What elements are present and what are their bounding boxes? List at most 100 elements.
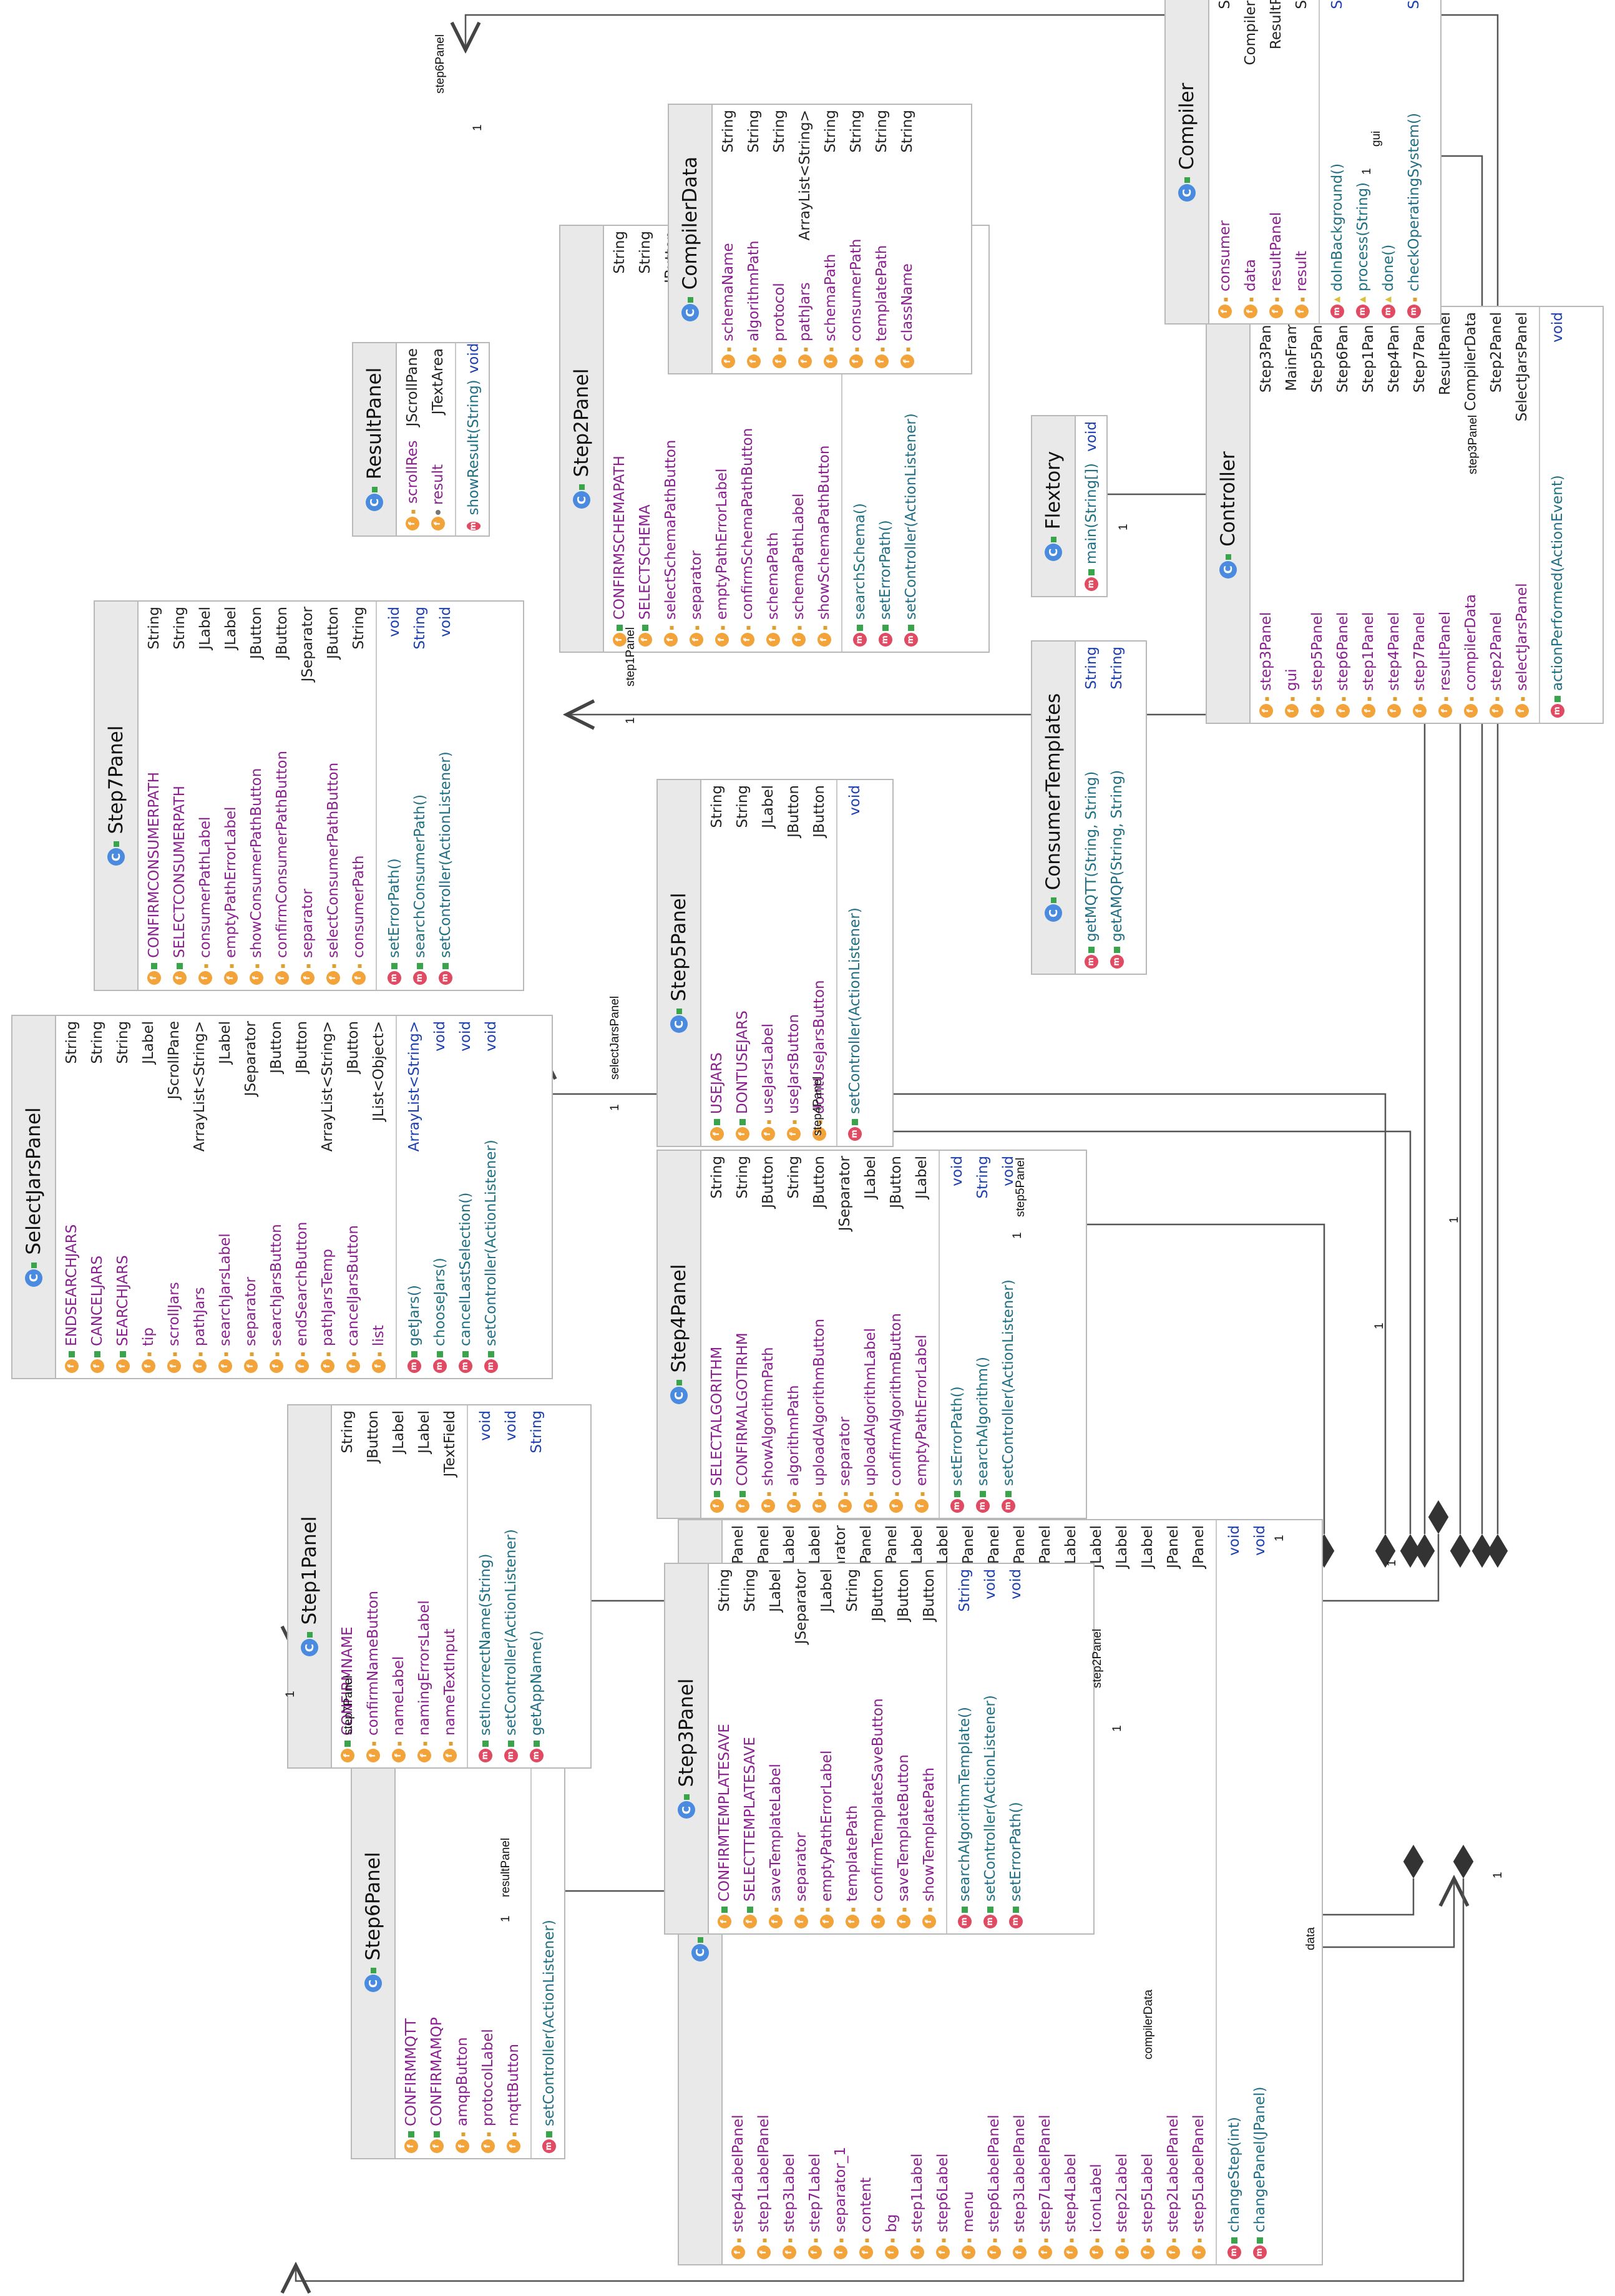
field-row[interactable]: f step7Panel Step7Panel [1407, 307, 1432, 723]
class-box-compilerdata[interactable]: C CompilerData f schemaName String f algorithm… [668, 104, 972, 374]
field-row[interactable]: f consumerPathLabel JLabel [192, 602, 218, 990]
field-row[interactable]: f pathJars ArrayList<String> [792, 105, 817, 373]
field-row[interactable]: f gui MainFrame [1279, 307, 1304, 723]
field-row[interactable]: f pathJarsTemp ArrayList<String> [315, 1016, 340, 1378]
field-row[interactable]: f saveTemplateButton JButton [890, 1564, 916, 1933]
field-row[interactable]: f resultPanel ResultPanel [1432, 307, 1458, 723]
field-row[interactable]: f SELECTSCHEMA String [632, 226, 658, 652]
field-row[interactable]: f nameTextInput JTextField [437, 1405, 462, 1767]
method-row[interactable]: m searchConsumerPath() String [407, 602, 432, 990]
field-row[interactable]: f confirmConsumerPathButton JButton [269, 602, 295, 990]
field-row[interactable]: f templatePath String [839, 1564, 865, 1933]
field-row[interactable]: f algorithmPath String [781, 1151, 806, 1518]
field-row[interactable]: f separator JSeparator [295, 602, 320, 990]
field-row[interactable]: f showTemplatePath JButton [916, 1564, 942, 1933]
field-row[interactable]: f CONFIRMALGOTIRHM String [729, 1151, 755, 1518]
method-row[interactable]: m checkOperatingSystem() String [1401, 0, 1427, 323]
class-box-step1panel[interactable]: C Step1Panel f CONFIRMNAME String f confirmNam… [287, 1404, 592, 1769]
field-row[interactable]: f cancelJarsButton JButton [340, 1016, 366, 1378]
method-row[interactable]: m setIncorrectName(String) void [472, 1405, 498, 1767]
field-row[interactable]: f compilerData CompilerData [1458, 307, 1483, 723]
field-row[interactable]: f consumerPath String [843, 105, 869, 373]
method-row[interactable]: m changeStep(int) void [1221, 1520, 1247, 2264]
field-row[interactable]: f step5Panel Step5Panel [1304, 307, 1330, 723]
field-row[interactable]: f scrollJars JScrollPane [161, 1016, 187, 1378]
method-row[interactable]: m setController(ActionListener) void [498, 1405, 524, 1767]
field-row[interactable]: f confirmTemplateSaveButton JButton [865, 1564, 890, 1933]
class-box-selectjarspanel[interactable]: C SelectJarsPanel f ENDSEARCHJARS String f CAN… [11, 1015, 553, 1379]
field-row[interactable]: f confirmNameButton JButton [360, 1405, 386, 1767]
field-row[interactable]: f step2Label JLabel [1109, 1520, 1134, 2264]
field-row[interactable]: f separator JSeparator [788, 1564, 814, 1933]
field-row[interactable]: f SELECTTEMPLATESAVE String [737, 1564, 763, 1933]
field-row[interactable]: f className String [894, 105, 920, 373]
field-row[interactable]: f protocol String [766, 105, 792, 373]
field-row[interactable]: f confirmAlgorithmButton JButton [883, 1151, 909, 1518]
field-row[interactable]: f step6Panel Step6Panel [1330, 307, 1355, 723]
field-row[interactable]: f step2Panel Step2Panel [1483, 307, 1509, 723]
class-box-flextory[interactable]: C Flextory m main(String[]) void [1031, 415, 1108, 597]
class-box-consumertemplates[interactable]: C ConsumerTemplates m getMQTT(String, Strin… [1031, 640, 1147, 975]
field-row[interactable]: f consumerPath String [346, 602, 371, 990]
method-row[interactable]: m actionPerformed(ActionEvent) void [1544, 307, 1570, 723]
field-row[interactable]: f showAlgorithmPath JButton [755, 1151, 781, 1518]
field-row[interactable]: f showConsumerPathButton JButton [243, 602, 269, 990]
field-row[interactable]: f saveTemplateLabel JLabel [763, 1564, 788, 1933]
field-row[interactable]: f useJarsLabel JLabel [755, 780, 781, 1146]
field-row[interactable]: f ENDSEARCHJARS String [59, 1016, 84, 1378]
field-row[interactable]: f schemaPath String [817, 105, 843, 373]
method-row[interactable]: m setController(ActionListener) void [977, 1564, 1003, 1933]
field-row[interactable]: f searchJarsLabel JLabel [212, 1016, 238, 1378]
class-box-compiler[interactable]: C Compiler f consumer String f data CompilerDat… [1164, 0, 1442, 325]
field-row[interactable]: f selectConsumerPathButton JButton [320, 602, 346, 990]
field-row[interactable]: f CONFIRMCONSUMERPATH String [141, 602, 167, 990]
field-row[interactable]: f SELECTALGORITHM String [704, 1151, 729, 1518]
field-row[interactable]: f namingErrorsLabel JLabel [411, 1405, 437, 1767]
field-row[interactable]: f emptyPathErrorLabel JLabel [909, 1151, 934, 1518]
field-row[interactable]: f DONTUSEJARS String [729, 780, 755, 1146]
class-box-step5panel[interactable]: C Step5Panel f USEJARS String f DONTUSEJARS Str… [656, 779, 894, 1147]
field-row[interactable]: f separator JSeparator [832, 1151, 857, 1518]
field-row[interactable]: f useJarsButton JButton [781, 780, 806, 1146]
method-row[interactable]: m showResult(String) void [461, 343, 486, 535]
field-row[interactable]: f step4Panel Step4Panel [1381, 307, 1407, 723]
method-row[interactable]: m searchAlgorithmTemplate() String [952, 1564, 977, 1933]
field-row[interactable]: f emptyPathErrorLabel JLabel [814, 1564, 839, 1933]
field-row[interactable]: f SEARCHJARS String [110, 1016, 135, 1378]
method-row[interactable]: m changePanel(JPanel) void [1247, 1520, 1272, 2264]
field-row[interactable]: f result String [1289, 0, 1314, 323]
method-row[interactable]: m getJars() ArrayList<String> [401, 1016, 427, 1378]
field-row[interactable]: f scrollRes JScrollPane [399, 343, 425, 535]
field-row[interactable]: f step5Label JLabel [1134, 1520, 1160, 2264]
method-row[interactable]: m setController(ActionListener) void [842, 780, 867, 1146]
method-row[interactable]: m chooseJars() void [427, 1016, 452, 1378]
field-row[interactable]: f uploadAlgorithmLabel JLabel [857, 1151, 883, 1518]
field-row[interactable]: f pathJars ArrayList<String> [187, 1016, 212, 1378]
field-row[interactable]: f nameLabel JLabel [386, 1405, 411, 1767]
field-row[interactable]: f emptyPathErrorLabel JLabel [218, 602, 243, 990]
method-row[interactable]: m setErrorPath() void [1003, 1564, 1028, 1933]
field-row[interactable]: f step1Panel Step1Panel [1355, 307, 1381, 723]
field-row[interactable]: f searchJarsButton JButton [263, 1016, 289, 1378]
field-row[interactable]: f separator JSeparator [238, 1016, 263, 1378]
field-row[interactable]: f endSearchButton JButton [289, 1016, 315, 1378]
class-box-resultpanel[interactable]: C ResultPanel f scrollRes JScrollPane f result… [352, 342, 490, 537]
field-row[interactable]: f algorithmPath String [741, 105, 766, 373]
method-row[interactable]: m setController(ActionListener) void [432, 602, 458, 990]
field-row[interactable]: f uploadAlgorithmButton JButton [806, 1151, 832, 1518]
method-row[interactable]: m searchAlgorithm() String [970, 1151, 995, 1518]
field-row[interactable]: f step3Panel Step3Panel [1253, 307, 1279, 723]
method-row[interactable]: m doInBackground() String [1324, 0, 1350, 323]
method-row[interactable]: m getAppName() String [524, 1405, 549, 1767]
method-row[interactable]: m cancelLastSelection() void [452, 1016, 478, 1378]
field-row[interactable]: f tip JLabel [135, 1016, 161, 1378]
field-row[interactable]: f list JList<Object> [366, 1016, 391, 1378]
method-row[interactable]: m getAMQP(String, String) String [1104, 642, 1130, 974]
field-row[interactable]: f CONFIRMTEMPLATESAVE String [711, 1564, 737, 1933]
class-box-controller[interactable]: C Controller f step3Panel Step3Panel f gui Main… [1206, 306, 1604, 724]
class-box-step7panel[interactable]: C Step7Panel f CONFIRMCONSUMERPATH String f SE… [94, 600, 524, 991]
field-row[interactable]: f CONFIRMSCHEMAPATH String [607, 226, 632, 652]
method-row[interactable]: m getMQTT(String, String) String [1078, 642, 1104, 974]
